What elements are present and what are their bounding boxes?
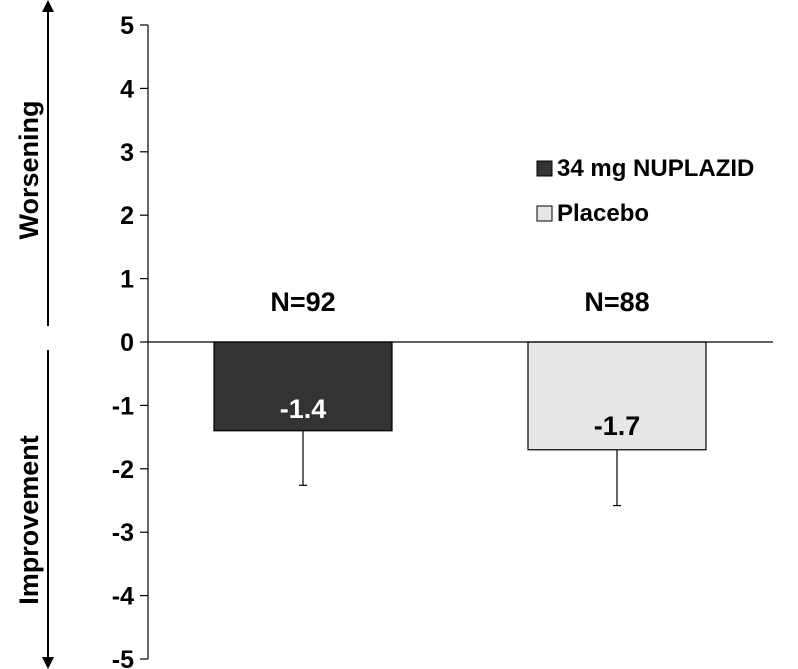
up-arrow-icon [42, 0, 54, 12]
y-axis-ticks: 5 4 3 2 1 0 -1 -2 -3 -4 -5 [112, 12, 148, 669]
error-bars [299, 430, 621, 507]
improvement-label: Improvement [14, 435, 44, 605]
y-tick-label: -3 [112, 519, 134, 547]
bars [213, 341, 707, 451]
y-tick-label: -4 [112, 583, 134, 611]
worsening-label: Worsening [14, 100, 44, 239]
y-tick-label: -1 [112, 392, 134, 420]
y-tick-label: -5 [112, 646, 134, 669]
bar-n-label: N=88 [584, 287, 649, 317]
down-arrow-icon [42, 657, 54, 669]
bar-value-label: -1.7 [594, 411, 641, 441]
bar-labels: -1.4 N=92 -1.7 N=88 [270, 287, 649, 441]
direction-indicator: Worsening Improvement [14, 0, 54, 669]
bar-placebo [527, 341, 707, 451]
y-tick-label: -2 [112, 456, 134, 484]
legend-label: Placebo [557, 200, 649, 227]
legend-label: 34 mg NUPLAZID [557, 155, 754, 182]
y-tick-label: 0 [120, 329, 134, 357]
legend-swatch [536, 205, 553, 222]
bar-n-label: N=92 [270, 287, 335, 317]
y-tick-label: 3 [120, 139, 134, 167]
legend: 34 mg NUPLAZID Placebo [536, 155, 754, 227]
legend-swatch [536, 160, 553, 177]
y-tick-label: 4 [120, 75, 134, 103]
y-tick-label: 5 [120, 12, 134, 40]
bar-nuplazid [213, 341, 393, 432]
bar-value-label: -1.4 [280, 394, 327, 424]
y-tick-label: 2 [120, 202, 134, 230]
y-tick-label: 1 [120, 266, 134, 294]
